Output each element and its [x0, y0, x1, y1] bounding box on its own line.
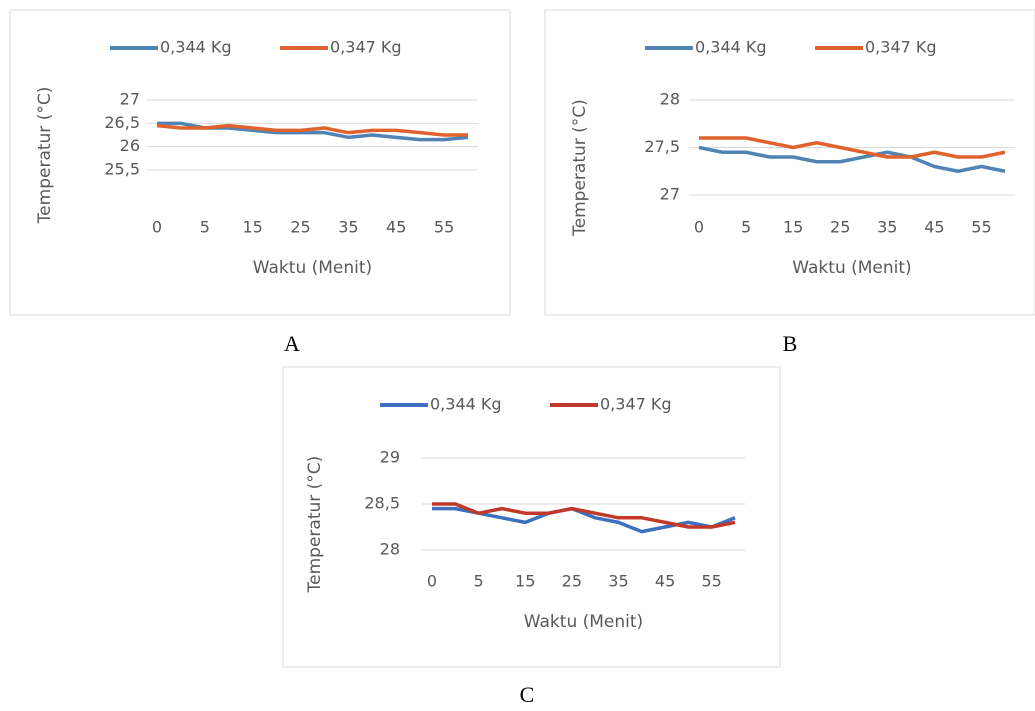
- panel-label: C: [520, 682, 535, 707]
- y-tick-label: 27,5: [644, 137, 680, 156]
- y-tick-label: 27: [120, 90, 140, 109]
- x-tick-label: 5: [200, 218, 210, 237]
- chart-frame: [545, 10, 1035, 315]
- y-tick-label: 28: [380, 540, 400, 559]
- x-tick-label: 0: [427, 572, 437, 591]
- y-tick-label: 29: [380, 448, 400, 467]
- x-tick-label: 25: [290, 218, 310, 237]
- x-axis-label: Waktu (Menit): [253, 258, 372, 278]
- x-tick-label: 35: [877, 218, 897, 237]
- x-tick-label: 55: [971, 218, 991, 237]
- legend-label: 0,347 Kg: [600, 395, 672, 414]
- x-tick-label: 5: [741, 218, 751, 237]
- panel-label: A: [284, 331, 300, 356]
- x-axis-label: Waktu (Menit): [792, 258, 911, 278]
- x-tick-label: 25: [562, 572, 582, 591]
- legend-label: 0,347 Kg: [330, 38, 402, 57]
- x-tick-label: 15: [515, 572, 535, 591]
- legend-label: 0,344 Kg: [430, 395, 502, 414]
- y-tick-label: 27: [660, 185, 680, 204]
- figure: 25,52626,5270515253545550,344 Kg0,347 Kg…: [0, 0, 1035, 711]
- x-tick-label: 15: [783, 218, 803, 237]
- x-tick-label: 25: [830, 218, 850, 237]
- legend-label: 0,344 Kg: [695, 38, 767, 57]
- x-tick-label: 15: [243, 218, 263, 237]
- y-tick-label: 25,5: [104, 160, 140, 179]
- legend-label: 0,347 Kg: [865, 38, 937, 57]
- x-tick-label: 0: [694, 218, 704, 237]
- y-tick-label: 28,5: [364, 494, 400, 513]
- x-tick-label: 35: [608, 572, 628, 591]
- x-tick-label: 45: [924, 218, 944, 237]
- panel-label: B: [783, 331, 798, 356]
- x-tick-label: 45: [655, 572, 675, 591]
- x-tick-label: 45: [386, 218, 406, 237]
- x-tick-label: 55: [434, 218, 454, 237]
- y-axis-label: Temperatur (°C): [305, 456, 325, 594]
- x-tick-label: 35: [338, 218, 358, 237]
- y-tick-label: 26,5: [104, 113, 140, 132]
- legend-label: 0,344 Kg: [160, 38, 232, 57]
- x-axis-label: Waktu (Menit): [524, 612, 643, 632]
- y-axis-label: Temperatur (°C): [570, 99, 590, 237]
- y-tick-label: 26: [120, 136, 140, 155]
- x-tick-label: 0: [152, 218, 162, 237]
- y-tick-label: 28: [660, 90, 680, 109]
- x-tick-label: 5: [474, 572, 484, 591]
- x-tick-label: 55: [702, 572, 722, 591]
- y-axis-label: Temperatur (°C): [35, 87, 55, 225]
